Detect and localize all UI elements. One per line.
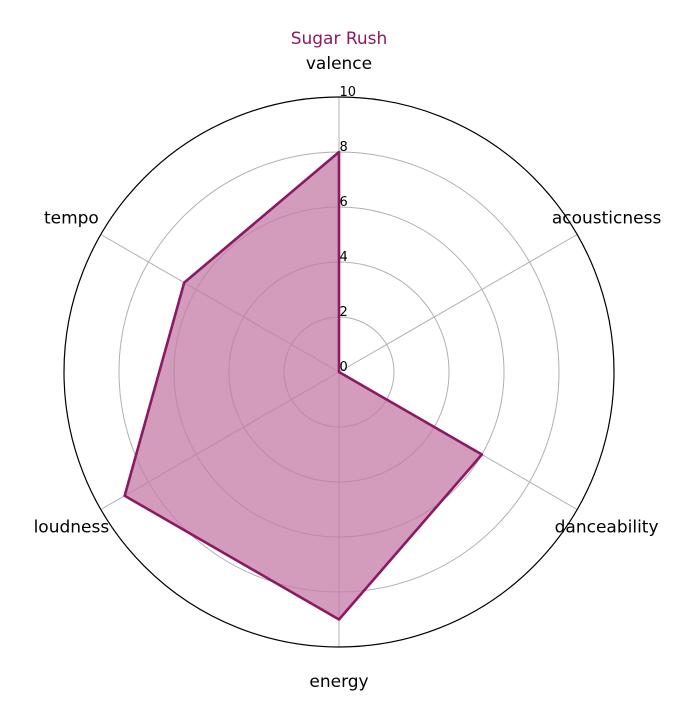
axis-label: tempo — [44, 209, 99, 229]
radial-tick-label: 4 — [340, 250, 348, 265]
radial-tick-label: 10 — [340, 85, 357, 100]
series-line — [123, 150, 484, 621]
axis-labels: valence acousticness danceability energy lou… — [34, 54, 662, 692]
axis-label: loudness — [34, 518, 110, 538]
axis-label: danceability — [555, 518, 659, 538]
radar-series — [123, 150, 484, 621]
radial-tick-label: 8 — [340, 140, 348, 155]
axis-label: valence — [306, 54, 372, 74]
axis-label: energy — [309, 672, 368, 692]
axis-label: acousticness — [552, 209, 662, 229]
axis-spoke — [338, 234, 578, 373]
radial-tick-labels: 0 2 4 6 8 10 — [340, 85, 357, 375]
outer-frame — [63, 96, 615, 648]
series-area — [124, 152, 482, 620]
chart-title: Sugar Rush — [291, 29, 388, 49]
radial-tick-label: 0 — [340, 360, 348, 375]
radial-tick-label: 2 — [340, 305, 348, 320]
radial-tick-label: 6 — [340, 195, 348, 210]
